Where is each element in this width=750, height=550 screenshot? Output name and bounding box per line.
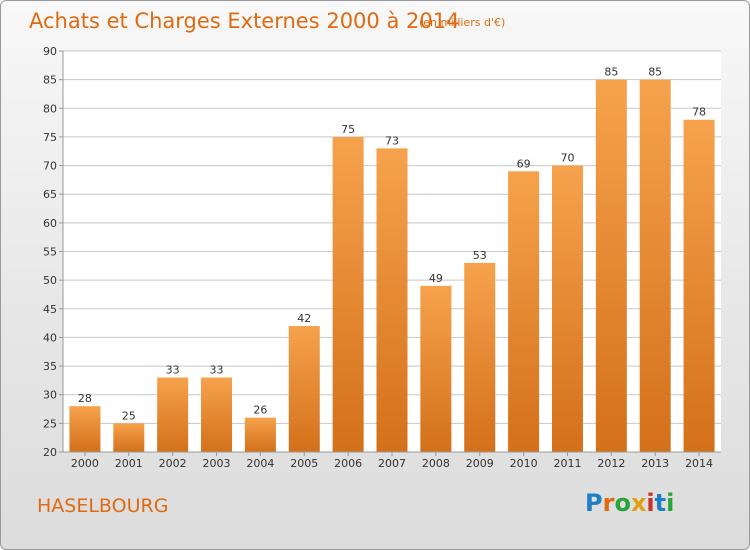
x-tick-label: 2009 — [466, 457, 494, 470]
x-tick-label: 2011 — [553, 457, 581, 470]
x-tick-label: 2012 — [597, 457, 625, 470]
y-tick-label: 60 — [43, 217, 57, 230]
x-axis: 2000 2001 2002 2003 2004 2005 2006 2007 2008 2009… — [71, 452, 713, 470]
y-tick-label: 65 — [43, 188, 57, 201]
bar-2005 — [288, 325, 320, 452]
value-label: 28 — [78, 392, 92, 405]
logo-letter: x — [630, 489, 647, 517]
bar-2007 — [376, 148, 408, 452]
y-tick-label: 25 — [43, 417, 57, 430]
logo-letter: i — [646, 489, 655, 517]
value-label: 75 — [341, 123, 355, 136]
x-tick-label: 2007 — [378, 457, 406, 470]
bar-2002 — [157, 377, 189, 452]
y-tick-label: 80 — [43, 102, 57, 115]
bar-2003 — [201, 377, 233, 452]
logo-letter: o — [614, 489, 631, 517]
value-label: 85 — [604, 66, 618, 79]
x-tick-label: 2014 — [685, 457, 713, 470]
value-label: 85 — [648, 66, 662, 79]
value-label: 73 — [385, 134, 399, 147]
bar-2006 — [332, 136, 364, 452]
x-tick-label: 2001 — [115, 457, 143, 470]
value-label: 70 — [560, 152, 574, 165]
bar-2009 — [464, 262, 496, 452]
value-label: 33 — [166, 364, 180, 377]
value-label: 69 — [517, 157, 531, 170]
bar-2008 — [420, 285, 452, 452]
logo-letter: t — [654, 489, 667, 517]
logo-letter: P — [585, 489, 603, 517]
x-tick-label: 2008 — [422, 457, 450, 470]
bar-2010 — [508, 171, 540, 453]
y-tick-label: 85 — [43, 74, 57, 87]
y-tick-label: 55 — [43, 246, 57, 259]
value-labels: 28 25 33 33 26 42 75 73 49 53 69 70 85 85 78 — [78, 66, 706, 423]
x-tick-label: 2010 — [510, 457, 538, 470]
value-label: 26 — [253, 404, 267, 417]
y-tick-label: 75 — [43, 131, 57, 144]
value-label: 78 — [692, 106, 706, 119]
x-tick-label: 2006 — [334, 457, 362, 470]
x-tick-label: 2005 — [290, 457, 318, 470]
bar-2004 — [244, 417, 276, 452]
logo-letter: i — [666, 489, 675, 517]
bar-2014 — [683, 119, 715, 452]
x-tick-label: 2003 — [203, 457, 231, 470]
bar-2000 — [69, 406, 101, 452]
bar-2013 — [639, 79, 671, 453]
value-label: 25 — [122, 409, 136, 422]
y-tick-label: 40 — [43, 331, 57, 344]
value-label: 33 — [210, 364, 224, 377]
value-label: 53 — [473, 249, 487, 262]
logo-letter: r — [602, 489, 615, 517]
place-name: HASELBOURG — [37, 495, 169, 517]
chart-title: Achats et Charges Externes 2000 à 2014 — [29, 9, 460, 33]
x-tick-label: 2000 — [71, 457, 99, 470]
value-label: 42 — [297, 312, 311, 325]
y-axis: 20 25 30 35 40 45 50 55 60 65 70 75 80 85 90 — [43, 45, 63, 459]
y-tick-label: 70 — [43, 160, 57, 173]
y-tick-label: 90 — [43, 45, 57, 58]
chart-unit: (en milliers d'€) — [419, 16, 506, 29]
bar-2001 — [113, 423, 145, 452]
y-tick-label: 45 — [43, 303, 57, 316]
x-tick-label: 2004 — [246, 457, 274, 470]
y-tick-label: 30 — [43, 389, 57, 402]
y-tick-label: 35 — [43, 360, 57, 373]
proxiti-logo: Proxiti — [585, 489, 674, 517]
bar-2012 — [595, 79, 627, 453]
x-tick-label: 2002 — [159, 457, 187, 470]
x-tick-label: 2013 — [641, 457, 669, 470]
value-label: 49 — [429, 272, 443, 285]
y-tick-label: 50 — [43, 274, 57, 287]
bar-2011 — [551, 165, 583, 453]
bars — [69, 79, 715, 453]
y-tick-label: 20 — [43, 446, 57, 459]
